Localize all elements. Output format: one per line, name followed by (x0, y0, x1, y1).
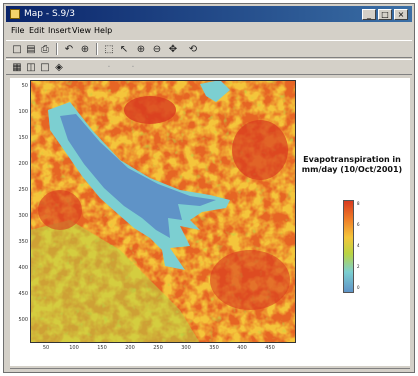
menu-insert[interactable]: Insert (48, 26, 71, 35)
y-tick: 250 (18, 187, 28, 193)
rotate-icon[interactable]: ↶ (64, 44, 74, 55)
x-tick: 250 (153, 345, 163, 351)
menu-view[interactable]: View (72, 26, 91, 35)
x-tick: 50 (42, 345, 50, 351)
y-tick: 300 (18, 213, 28, 219)
colorbar-label: 6 (357, 222, 360, 227)
reset-icon[interactable]: ⟲ (188, 44, 198, 55)
save-icon[interactable]: ▤ (26, 44, 36, 55)
x-tick: 100 (69, 345, 79, 351)
main-toolbar: □ ▤ ⎙ ↶ ⊕ ⬚ ↖ ⊕ ⊖ ✥ ⟲ (6, 40, 412, 58)
hot-spot (210, 250, 290, 310)
y-tick: 150 (18, 135, 28, 141)
green-region (30, 220, 200, 343)
colorbar-label: 0 (357, 285, 360, 290)
x-tick: 350 (209, 345, 219, 351)
new-icon[interactable]: □ (12, 44, 22, 55)
colorbar-label: 2 (357, 264, 360, 269)
disabled-icon: · (107, 62, 111, 73)
arrow-icon[interactable]: ↖ (119, 44, 129, 55)
status-bar (10, 368, 410, 375)
print-icon[interactable]: ⎙ (41, 44, 49, 55)
y-tick: 100 (18, 109, 28, 115)
title-bar: Map - S.9/3 _ □ × (6, 6, 412, 22)
app-icon (10, 9, 20, 19)
colorbar-label: 8 (357, 201, 360, 206)
river-core (60, 114, 216, 238)
select-icon[interactable]: ⬚ (104, 44, 114, 55)
y-tick: 350 (18, 239, 28, 245)
x-tick: 400 (237, 345, 247, 351)
menu-edit[interactable]: Edit (29, 26, 45, 35)
colorbar (343, 200, 354, 293)
secondary-toolbar: ▦ ◫ □ ◈ · · (6, 59, 412, 75)
toolbar-separator (96, 43, 98, 55)
tool-icon[interactable]: ◈ (55, 62, 63, 73)
window-title: Map - S.9/3 (24, 9, 76, 19)
zoom-in-icon[interactable]: ⊕ (136, 44, 146, 55)
menu-file[interactable]: File (11, 26, 25, 35)
close-button[interactable]: × (394, 9, 408, 20)
menu-bar: File Edit Insert View Help (6, 24, 412, 37)
disabled-icon: · (131, 62, 135, 73)
maximize-button[interactable]: □ (378, 9, 392, 20)
evapotranspiration-map[interactable] (30, 80, 296, 343)
y-tick: 50 (21, 83, 28, 89)
hot-spot (124, 96, 176, 124)
menu-help[interactable]: Help (94, 26, 113, 35)
plot-frame (30, 80, 296, 343)
pan-icon[interactable]: ✥ (168, 44, 178, 55)
y-tick: 450 (18, 291, 28, 297)
hot-spot (38, 190, 82, 230)
zoom-fit-icon[interactable]: ⊕ (80, 44, 90, 55)
hot-spot (232, 120, 288, 180)
toolbar-separator (56, 43, 58, 55)
legend-title: Evapotranspiration in mm/day (10/Oct/200… (301, 155, 403, 174)
x-tick: 200 (125, 345, 135, 351)
y-tick: 200 (18, 161, 28, 167)
y-tick: 400 (18, 265, 28, 271)
zoom-out-icon[interactable]: ⊖ (152, 44, 162, 55)
river-channel-top (200, 80, 230, 102)
grid-icon[interactable]: ▦ (12, 62, 22, 73)
box-icon[interactable]: □ (40, 62, 50, 73)
y-tick: 500 (18, 317, 28, 323)
x-tick: 300 (181, 345, 191, 351)
colorbar-label: 4 (357, 243, 360, 248)
x-tick: 150 (97, 345, 107, 351)
minimize-button[interactable]: _ (362, 9, 376, 20)
x-tick: 450 (265, 345, 275, 351)
layer-icon[interactable]: ◫ (26, 62, 36, 73)
